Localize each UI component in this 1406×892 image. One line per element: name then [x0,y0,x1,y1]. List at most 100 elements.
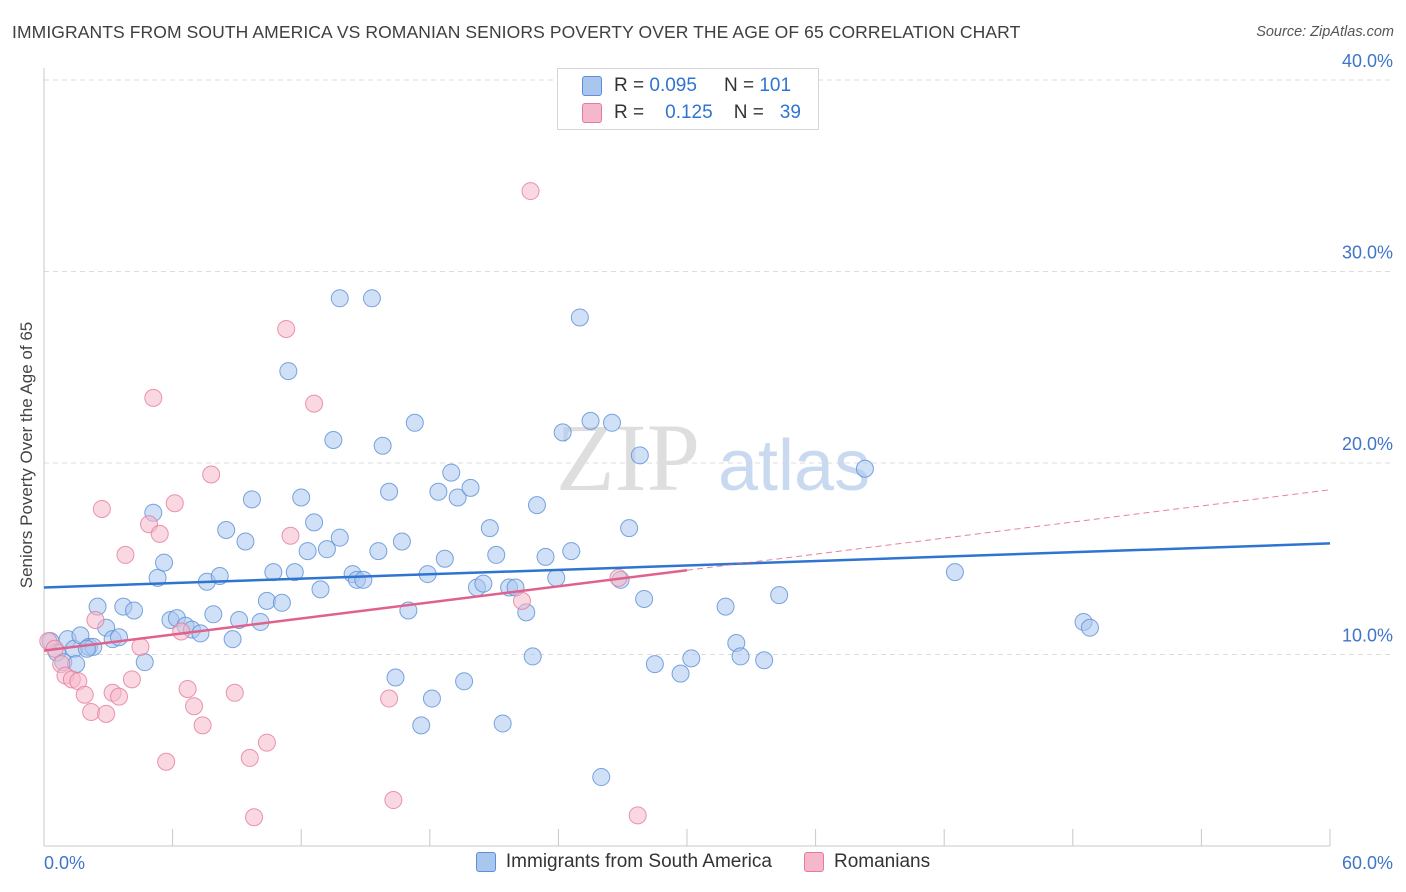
trend-layer [43,489,1331,652]
legend-r-label: R = [614,102,645,123]
point-south-america [602,413,621,432]
legend-n-value: 39 [779,102,801,123]
point-romanian [110,687,129,706]
point-south-america [620,519,639,538]
point-south-america [272,593,291,612]
point-romanian [82,702,101,721]
point-south-america [330,528,349,547]
watermark-zip: ZIP [556,404,700,511]
point-south-america [386,668,405,687]
y-tick-label: 10.0% [1342,626,1393,646]
point-south-america [945,563,964,582]
point-south-america [148,568,167,587]
x-tick-label: 60.0% [1342,853,1393,873]
point-south-america [230,611,249,630]
point-south-america [204,605,223,624]
point-romanian [240,748,259,767]
point-south-america [429,482,448,501]
point-south-america [279,362,298,381]
point-south-america [392,532,411,551]
point-south-america [236,532,255,551]
point-south-america [292,488,311,507]
point-romanian [521,182,540,201]
point-south-america [362,289,381,308]
chart-title: IMMIGRANTS FROM SOUTH AMERICA VS ROMANIA… [12,22,1021,42]
point-south-america [264,563,283,582]
trendline-romanians [43,568,688,652]
point-south-america [731,647,750,666]
point-south-america [324,431,343,450]
point-south-america [547,568,566,587]
legend-swatch-pink [582,103,602,123]
point-south-america [630,446,649,465]
point-south-america [298,542,317,561]
point-romanian [122,670,141,689]
point-south-america [330,289,349,308]
point-south-america [354,570,373,589]
point-south-america [380,482,399,501]
watermark: ZIP atlas [556,404,870,511]
point-south-america [581,411,600,430]
trendline-south-america [43,542,1331,589]
point-south-america [191,624,210,643]
point-romanian [225,683,244,702]
point-romanian [165,494,184,513]
point-south-america [480,519,499,538]
y-tick-label: 40.0% [1342,51,1393,71]
point-romanian [512,591,531,610]
point-south-america [77,639,96,658]
y-axis-label: Seniors Poverty Over the Age of 65 [17,322,36,588]
trendline-romanians-extension [686,489,1331,571]
point-south-america [135,653,154,672]
point-south-america [527,496,546,515]
legend-swatch-pink [803,852,824,872]
point-romanian [202,465,221,484]
points-layer [39,182,1099,827]
point-romanian [157,752,176,771]
point-romanian [257,733,276,752]
correlation-legend: R = 0.095 N = 101 R = 0.125 N = 39 [557,68,819,130]
point-south-america [523,647,542,666]
point-south-america [448,488,467,507]
legend-swatch-blue [582,76,602,96]
point-south-america [155,553,174,572]
point-romanian [92,499,111,518]
point-south-america [317,540,336,559]
legend-n-label: N = [733,102,764,123]
point-south-america [716,597,735,616]
series-name: Immigrants from South America [505,851,772,872]
legend-row-pink: R = 0.125 N = 39 [582,100,801,126]
point-south-america [223,630,242,649]
point-south-america [635,589,654,608]
point-south-america [285,563,304,582]
y-tick-label: 30.0% [1342,243,1393,263]
point-romanian [131,637,150,656]
y-tick-label: 20.0% [1342,434,1393,454]
legend-n-value: 101 [759,75,792,96]
series-legend-item-romanians[interactable]: Romanians [803,851,931,873]
point-romanian [281,526,300,545]
point-south-america [755,651,774,670]
point-south-america [455,672,474,691]
series-legend: Immigrants from South America Romanians [0,851,1406,873]
series-legend-item-south-america[interactable]: Immigrants from South America [475,851,772,873]
point-south-america [405,413,424,432]
point-south-america [435,549,454,568]
point-south-america [645,655,664,674]
point-romanian [178,679,197,698]
series-name: Romanians [833,851,931,872]
axes-layer [43,68,1331,847]
point-south-america [682,649,701,668]
legend-row-blue: R = 0.095 N = 101 [582,73,791,99]
point-south-america [369,542,388,561]
point-romanian [75,685,94,704]
point-romanian [86,611,105,630]
point-south-america [242,490,261,509]
point-south-america [1080,618,1099,637]
point-south-america [412,716,431,735]
grid-layer [44,79,1390,655]
point-south-america [373,436,392,455]
point-south-america [442,463,461,482]
point-romanian [116,545,135,564]
